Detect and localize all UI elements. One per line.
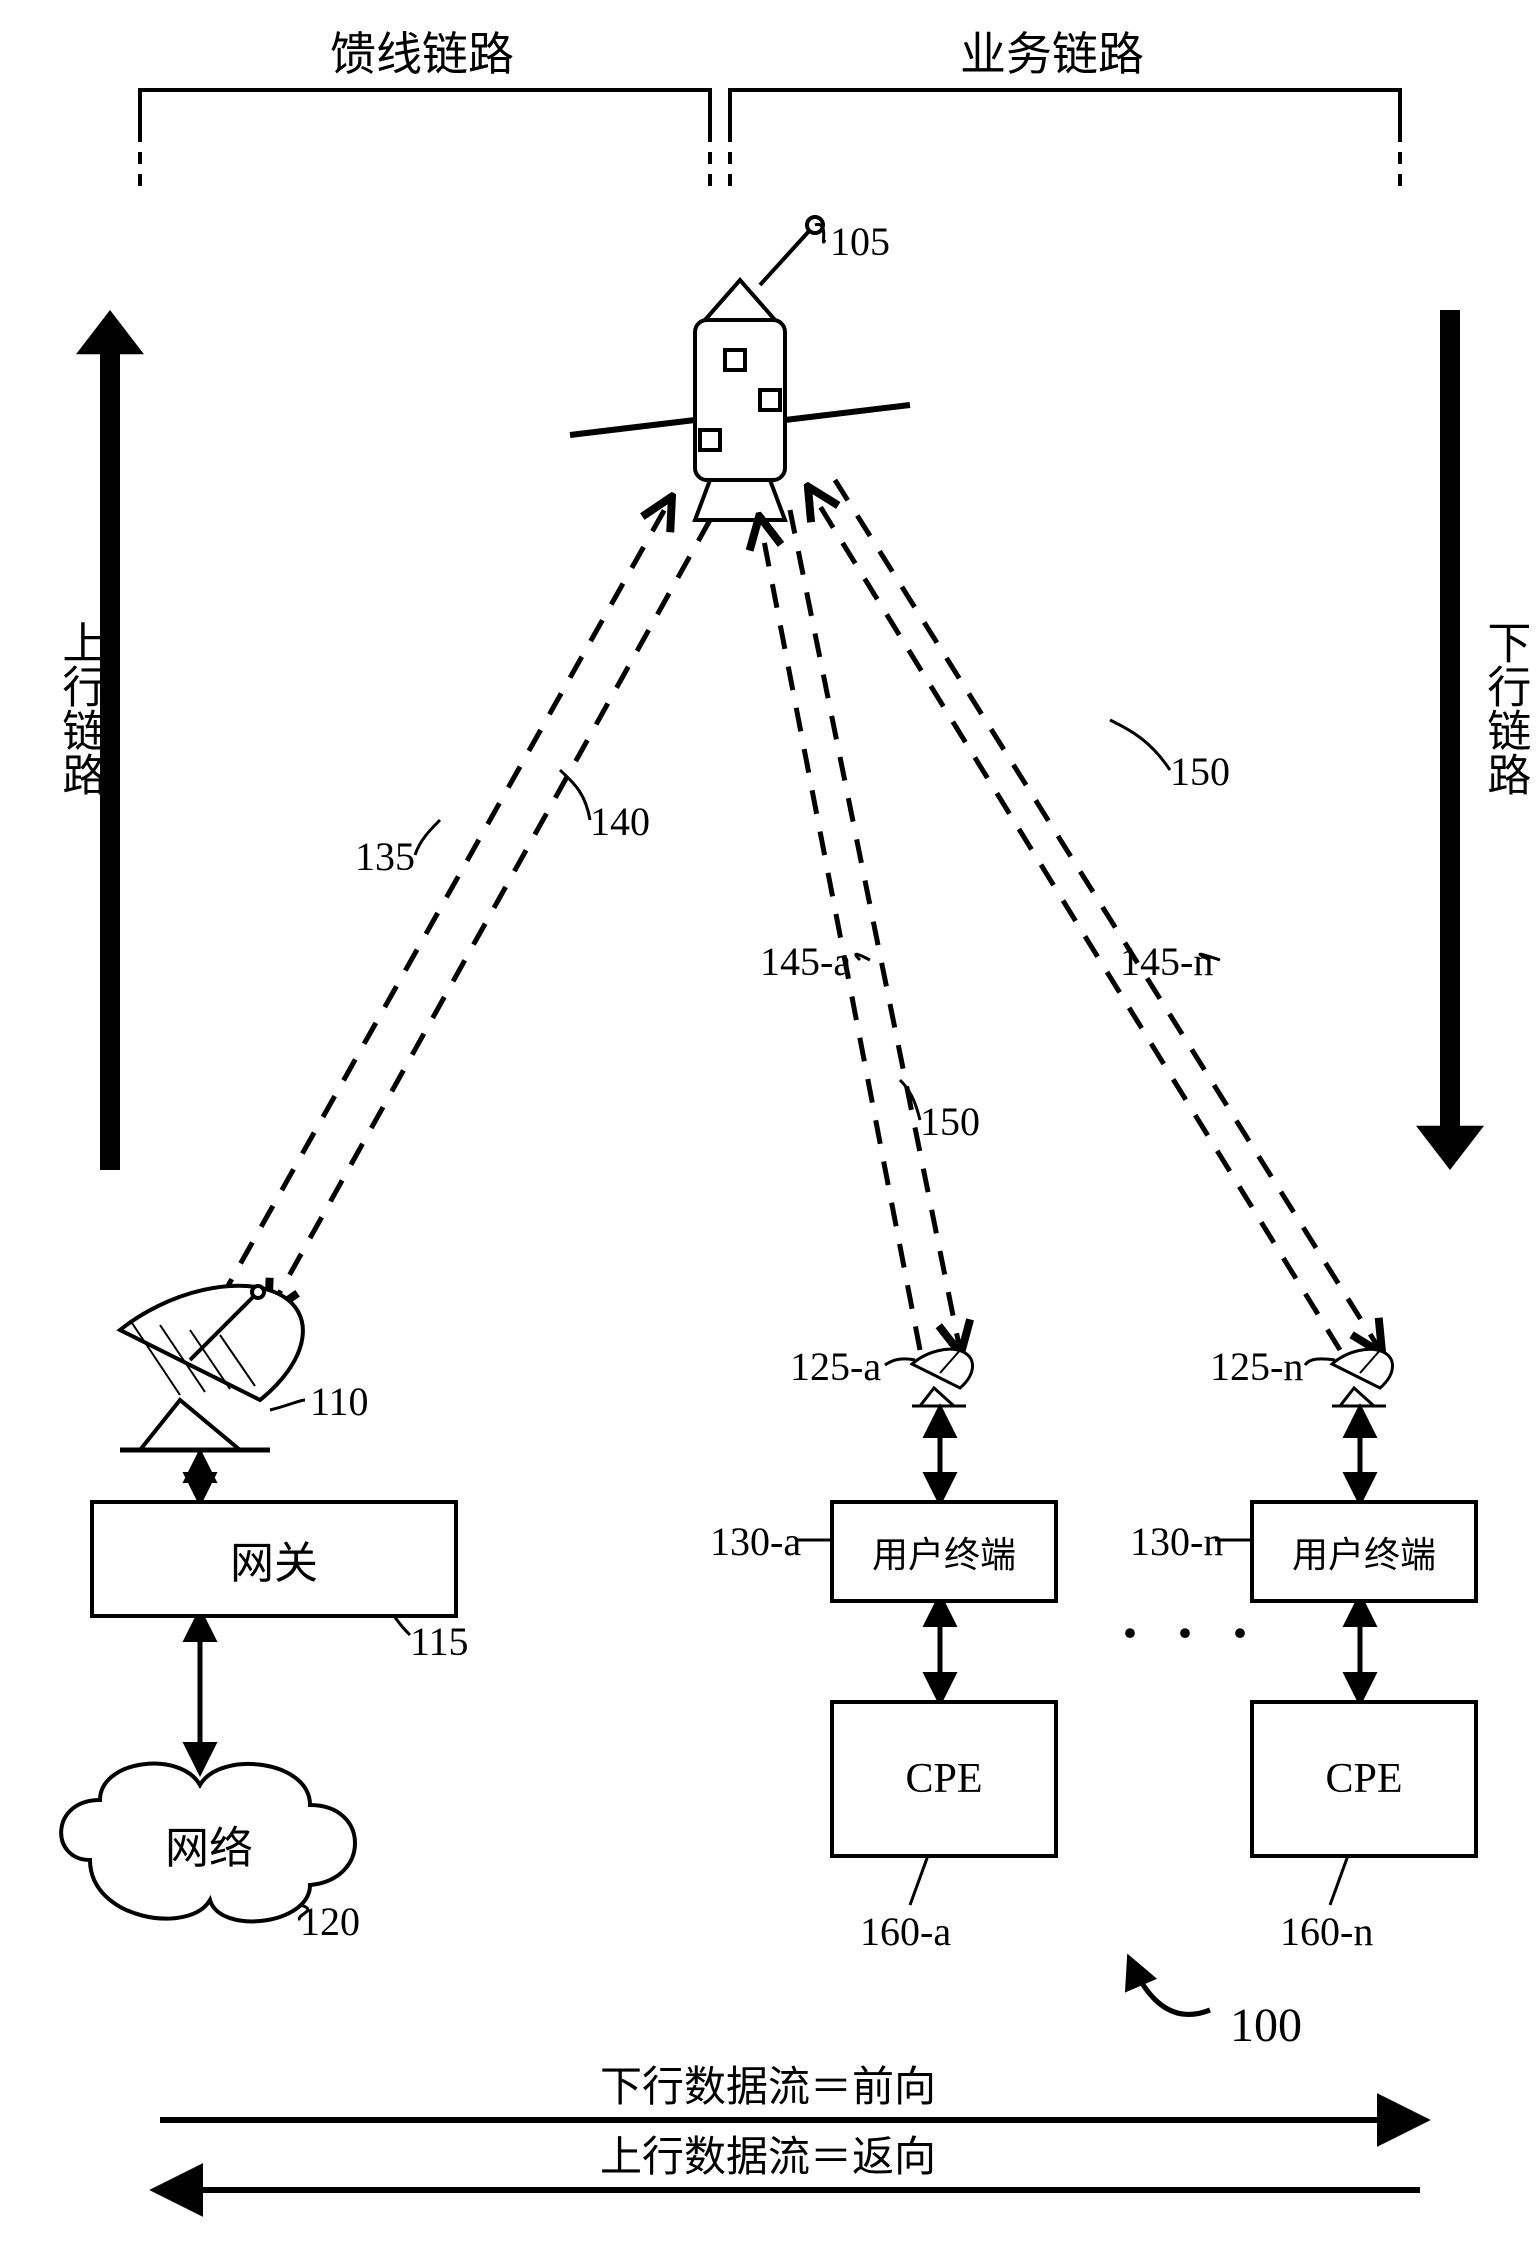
user-terminal-n-box: 用户终端	[1250, 1500, 1478, 1603]
user-terminal-a-text: 用户终端	[872, 1526, 1016, 1578]
user-terminal-a-box: 用户终端	[830, 1500, 1058, 1603]
header-service: 业务链路	[960, 30, 1144, 81]
label-150b: 150	[1170, 750, 1230, 794]
diagram-root: 馈线链路 业务链路 上行链路 下行链路 105 135 140 145-a 14…	[0, 0, 1537, 2243]
label-160n: 160-n	[1280, 1910, 1373, 1954]
label-105: 105	[830, 220, 890, 264]
downlink-label: 下行链路	[1480, 620, 1528, 796]
top-brackets	[140, 90, 1400, 190]
user-dish-a-icon	[912, 1348, 973, 1406]
network-cloud-text: 网络	[165, 1825, 253, 1873]
label-110: 110	[310, 1380, 369, 1424]
figure-arrow	[1130, 1960, 1210, 2014]
label-125a: 125-a	[790, 1345, 881, 1389]
flow-forward-label: 下行数据流＝前向	[600, 2065, 936, 2111]
label-160a: 160-a	[860, 1910, 951, 1954]
label-120: 120	[300, 1900, 360, 1944]
cpe-a-box: CPE	[830, 1700, 1058, 1858]
user-dish-n-icon	[1332, 1348, 1393, 1406]
svg-layer	[0, 0, 1537, 2243]
cpe-a-text: CPE	[905, 1755, 982, 1803]
label-140: 140	[590, 800, 650, 844]
flow-return-label: 上行数据流＝返向	[600, 2135, 936, 2181]
uplink-label: 上行链路	[55, 620, 103, 796]
dashed-links	[220, 480, 1380, 1350]
label-115: 115	[410, 1620, 469, 1664]
label-145a: 145-a	[760, 940, 851, 984]
gateway-box: 网关	[90, 1500, 458, 1618]
label-135: 135	[355, 835, 415, 879]
label-130a: 130-a	[710, 1520, 801, 1564]
cpe-n-text: CPE	[1325, 1755, 1402, 1803]
label-150a: 150	[920, 1100, 980, 1144]
label-130n: 130-n	[1130, 1520, 1223, 1564]
figure-number: 100	[1230, 2000, 1302, 2053]
label-145n: 145-n	[1120, 940, 1213, 984]
ellipsis-dots: · · ·	[1120, 1600, 1260, 1666]
cpe-n-box: CPE	[1250, 1700, 1478, 1858]
header-feeder: 馈线链路	[330, 30, 514, 81]
user-terminal-n-text: 用户终端	[1292, 1526, 1436, 1578]
label-125n: 125-n	[1210, 1345, 1303, 1389]
gateway-box-text: 网关	[230, 1527, 318, 1591]
gateway-dish-icon	[120, 1286, 303, 1450]
